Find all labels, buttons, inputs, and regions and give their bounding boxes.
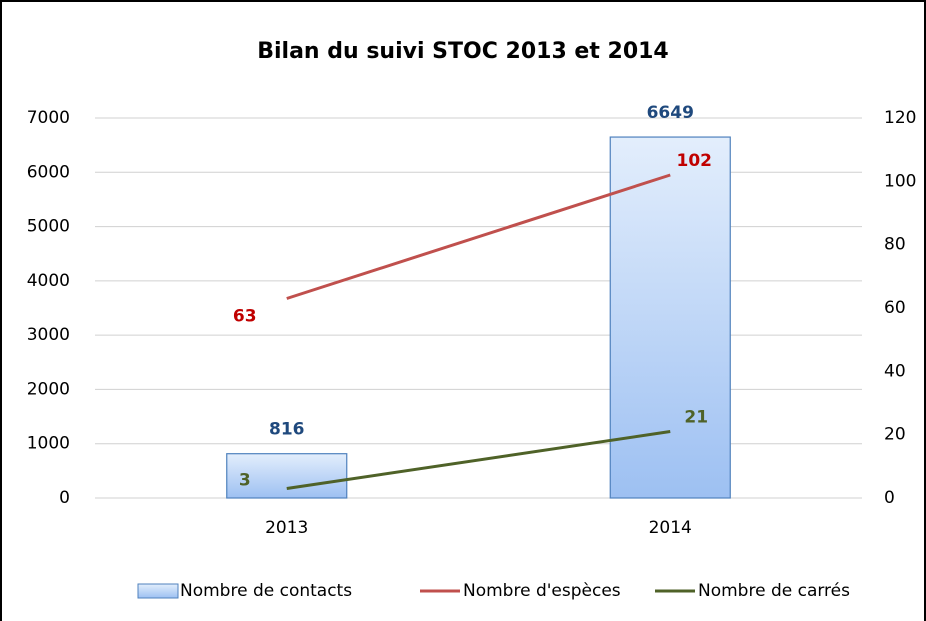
- y-tick-label: 4000: [27, 271, 70, 291]
- legend-label: Nombre d'espèces: [463, 581, 621, 601]
- y2-tick-label: 120: [884, 108, 916, 128]
- data-label: 21: [684, 408, 708, 428]
- bar: [226, 453, 348, 499]
- chart-title: Bilan du suivi STOC 2013 et 2014: [257, 39, 669, 64]
- y-tick-label: 5000: [27, 217, 70, 237]
- data-label: 6649: [647, 103, 694, 123]
- legend-swatch: [137, 583, 179, 599]
- y2-tick-label: 100: [884, 171, 916, 191]
- y2-tick-label: 20: [884, 425, 906, 445]
- x-tick-label: 2014: [649, 518, 692, 538]
- legend-label: Nombre de carrés: [698, 581, 850, 601]
- line: [286, 173, 671, 300]
- y-tick-label: 7000: [27, 108, 70, 128]
- data-label: 63: [233, 307, 257, 327]
- y-tick-label: 0: [59, 488, 70, 508]
- y-tick-label: 1000: [27, 434, 70, 454]
- data-label: 102: [677, 151, 713, 171]
- data-label: 3: [239, 471, 251, 491]
- y2-tick-label: 60: [884, 298, 906, 318]
- y-tick-label: 3000: [27, 325, 70, 345]
- legend-label: Nombre de contacts: [180, 581, 352, 601]
- bar: [609, 136, 731, 499]
- line: [286, 430, 671, 490]
- x-tick-label: 2013: [265, 518, 308, 538]
- data-label: 816: [269, 420, 305, 440]
- y-tick-label: 6000: [27, 162, 70, 182]
- y2-tick-label: 80: [884, 235, 906, 255]
- y-tick-label: 2000: [27, 379, 70, 399]
- y2-tick-label: 40: [884, 361, 906, 381]
- y2-tick-label: 0: [884, 488, 895, 508]
